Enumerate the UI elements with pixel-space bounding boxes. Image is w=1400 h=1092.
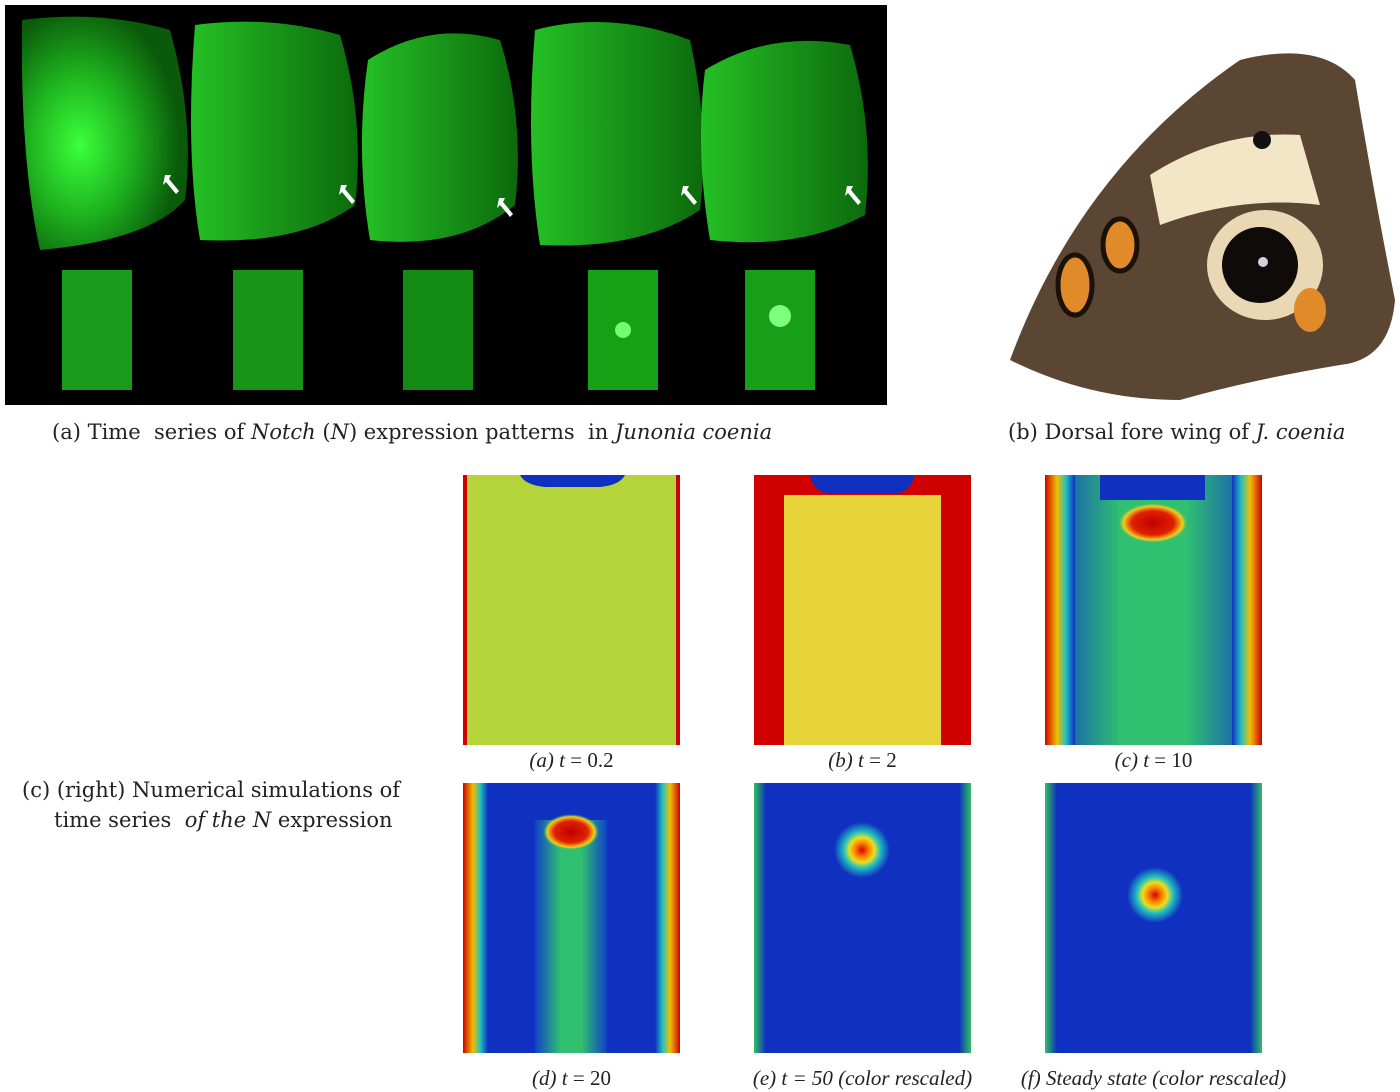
caption-text: (b) Dorsal fore wing of (1008, 420, 1256, 444)
sim-label-text: (c) (1114, 748, 1144, 772)
wing-discs (21, 16, 868, 250)
caption-text: Junonia coenia (614, 420, 773, 444)
sim-label-text: t (1143, 748, 1150, 772)
sim-label: (a) t = 0.2 (403, 748, 740, 773)
sim-e (754, 783, 971, 1053)
sim-label-text: t (781, 1066, 788, 1090)
sim-label-text: = 20 (567, 1066, 611, 1090)
arrow (497, 198, 513, 217)
caption-text: ( (315, 420, 331, 444)
arrow (845, 186, 861, 205)
sim-label: (e) t = 50 (color rescaled) (694, 1066, 1031, 1091)
caption-text: expression (271, 808, 393, 832)
sim-label-text: t (858, 748, 864, 772)
sim-label-text: = 50 (787, 1066, 839, 1090)
caption-text: N (330, 420, 349, 444)
sim-label-text: = 10 (1149, 748, 1193, 772)
caption-text: time series (54, 808, 185, 832)
sim-label-text: = 2 (863, 748, 897, 772)
inset-crops (62, 270, 815, 390)
sim-label: (f) Steady state (color rescaled) (985, 1066, 1322, 1091)
arrow (339, 185, 355, 204)
sim-c (1045, 475, 1262, 745)
sim-label-text: (b) (828, 748, 859, 772)
wing-disc (21, 16, 188, 250)
caption-b: (b) Dorsal fore wing of J. coenia (1008, 420, 1345, 444)
sim-label: (c) t = 10 (985, 748, 1322, 773)
wing-disc (361, 33, 518, 242)
sim-f (1045, 783, 1262, 1053)
wing-disc (701, 40, 868, 243)
sim-label-text: (f) (1020, 1066, 1046, 1090)
caption-c-line: time series of the N expression (54, 808, 393, 832)
sim-d (463, 783, 680, 1053)
arrows (163, 175, 861, 217)
caption-text: J. coenia (1255, 420, 1346, 444)
wing-disc (531, 22, 704, 246)
caption-text: ) expression patterns in (348, 420, 615, 444)
caption-text: Notch (250, 420, 316, 444)
sim-label-text: (a) (529, 748, 560, 772)
sim-label-text: t (561, 1066, 568, 1090)
arrow (163, 175, 179, 194)
caption-c-line: (c) (right) Numerical simulations of (22, 778, 400, 802)
sim-a (463, 475, 680, 745)
caption-text: of the N (184, 808, 272, 832)
sim-label-text: t (559, 748, 565, 772)
caption-a: (a) Time series of Notch (N) expression … (52, 420, 772, 444)
sim-label-text: (d) (532, 1066, 562, 1090)
inset (745, 270, 815, 390)
inset (62, 270, 132, 390)
caption-text: (a) Time series of (52, 420, 251, 444)
caption-text: (c) (right) Numerical simulations of (22, 778, 401, 802)
sim-label-text: = 0.2 (565, 748, 614, 772)
arrow (681, 186, 697, 205)
sim-label: (b) t = 2 (694, 748, 1031, 773)
inset-spot (615, 322, 631, 338)
butterfly-wing (1010, 53, 1395, 400)
sim-label-text: (e) (752, 1066, 782, 1090)
sim-b (754, 475, 971, 745)
wing-disc (191, 21, 358, 241)
sim-label: (d) t = 20 (403, 1066, 740, 1091)
inset (233, 270, 303, 390)
sim-label-text: (color rescaled) (838, 1066, 973, 1090)
inset-spot (769, 305, 791, 327)
inset (403, 270, 473, 390)
sim-label-text: Steady state (color rescaled) (1046, 1066, 1287, 1090)
